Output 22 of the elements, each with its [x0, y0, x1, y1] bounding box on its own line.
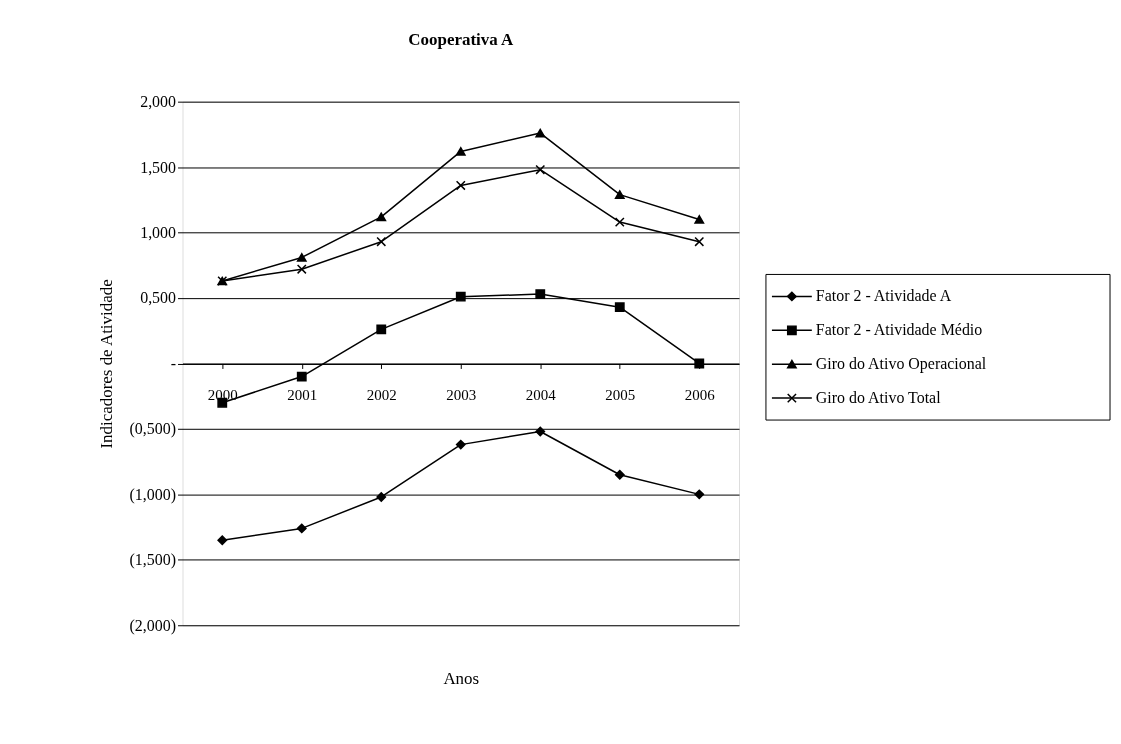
legend-label: Giro do Ativo Total [815, 389, 942, 407]
y-tick-label: (1,000) [129, 485, 177, 504]
y-tick-label: - [170, 354, 177, 372]
y-tick-label: 1,500 [140, 158, 177, 176]
x-tick-label: 2006 [684, 386, 716, 403]
legend-label: Fator 2 - Atividade Médio [815, 321, 983, 339]
x-axis-title: Anos [443, 668, 480, 688]
y-axis-title: Indicadores de Atividade [96, 279, 116, 449]
legend-label: Giro do Ativo Operacional [815, 355, 987, 374]
chart-title: Cooperativa A [408, 29, 514, 49]
y-tick-label: (1,500) [129, 551, 177, 570]
y-tick-label: 0,500 [140, 289, 177, 307]
legend-label: Fator 2 - Atividade A [815, 287, 952, 305]
x-tick-label: 2004 [525, 386, 557, 403]
x-tick-label: 2001 [287, 386, 318, 403]
y-tick-label: (2,000) [129, 616, 177, 635]
x-tick-label: 2003 [446, 386, 477, 403]
y-tick-label: 1,000 [140, 224, 177, 242]
x-tick-label: 2005 [605, 386, 636, 403]
y-tick-label: 2,000 [140, 93, 177, 111]
x-tick-label: 2002 [366, 386, 397, 403]
y-tick-label: (0,500) [129, 420, 177, 439]
